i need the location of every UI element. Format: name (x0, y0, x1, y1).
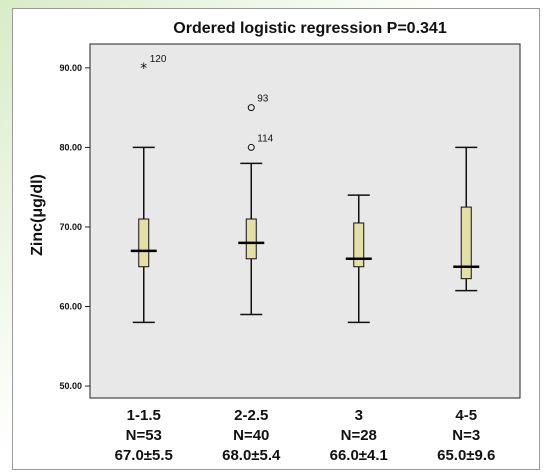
x-axis-labels: 1-1.5 N=53 67.0±5.5 2-2.5 N=40 68.0±5.4 3 N=28 6… (115, 407, 496, 464)
y-tick-label: 60.00 (59, 302, 82, 312)
box (245, 218, 257, 260)
x-category-label: 4-5 (455, 407, 477, 424)
x-category-stat: 66.0±4.1 (330, 447, 388, 464)
x-category-count: N=53 (126, 427, 162, 444)
outlier-star-marker: * (140, 61, 147, 77)
x-category-stat: 65.0±9.6 (437, 447, 495, 464)
outlier-circle-marker (247, 104, 255, 112)
outlier-label: 114 (257, 133, 273, 144)
outlier-circle-marker (247, 143, 255, 151)
x-category-count: N=28 (341, 427, 377, 444)
outlier-label: 93 (257, 94, 269, 105)
x-category-stat: 68.0±5.4 (222, 447, 281, 464)
x-category-label: 3 (355, 407, 363, 424)
x-category-count: N=40 (233, 427, 269, 444)
x-category-count: N=3 (452, 427, 480, 444)
outlier-label: 120 (150, 54, 167, 65)
boxes (130, 146, 480, 324)
y-axis-label: Zinc(μg/dl) (29, 174, 46, 256)
x-category-stat: 67.0±5.5 (115, 447, 173, 464)
y-axis: 50.00 60.00 70.00 80.00 90.00 (59, 63, 90, 391)
y-tick-label: 50.00 (59, 381, 82, 391)
x-category-label: 1-1.5 (127, 407, 161, 424)
box (138, 218, 150, 268)
y-tick-label: 80.00 (59, 142, 82, 152)
x-category-label: 2-2.5 (234, 407, 268, 424)
box (460, 206, 472, 280)
outliers: *120 93 114 (140, 54, 274, 151)
y-tick-label: 90.00 (59, 63, 82, 73)
plot-area (89, 43, 521, 399)
y-tick-label: 70.00 (59, 222, 82, 232)
chart-title: Ordered logistic regression P=0.341 (173, 20, 447, 37)
box (353, 222, 365, 268)
